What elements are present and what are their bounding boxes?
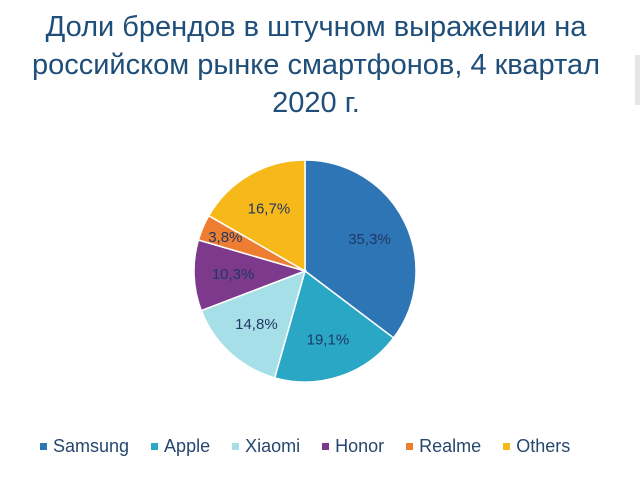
legend-item-xiaomi: Xiaomi: [232, 436, 300, 457]
legend-swatch-xiaomi: [232, 443, 240, 450]
chart-title: Доли брендов в штучном выражении на росс…: [0, 8, 632, 122]
title-line-1: Доли брендов в штучном выражении на: [45, 11, 587, 43]
data-label-others: 16,7%: [248, 201, 291, 218]
legend-swatch-apple: [151, 443, 159, 450]
legend-swatch-realme: [406, 443, 414, 450]
pie-slice-honor: [193, 239, 308, 312]
pie-slice-xiaomi: [200, 269, 307, 379]
legend-label-samsung: Samsung: [53, 436, 130, 456]
pie-slice-samsung: [304, 159, 417, 339]
legend-swatch-others: [503, 443, 511, 450]
pie-slice-apple: [273, 269, 395, 383]
data-label-realme: 3,8%: [208, 229, 242, 246]
legend-item-apple: Apple: [151, 436, 210, 457]
legend-label-realme: Realme: [419, 436, 482, 456]
title-line-3: 2020 г.: [272, 87, 360, 119]
legend-label-honor: Honor: [335, 436, 385, 456]
data-label-apple: 19,1%: [307, 331, 350, 348]
legend-item-samsung: Samsung: [40, 436, 129, 457]
legend-label-xiaomi: Xiaomi: [245, 436, 301, 456]
legend-swatch-honor: [322, 443, 330, 450]
title-line-2: российском рынке смартфонов, 4 квартал: [31, 49, 601, 81]
data-label-honor: 10,3%: [212, 266, 255, 283]
data-label-samsung: 35,3%: [348, 231, 391, 248]
chart-legend: Samsung Apple Xiaomi Honor Realme Others: [40, 436, 620, 457]
legend-item-honor: Honor: [322, 436, 384, 457]
legend-label-apple: Apple: [164, 436, 211, 456]
legend-item-others: Others: [503, 436, 570, 457]
legend-item-realme: Realme: [406, 436, 481, 457]
pie-slice-others: [207, 159, 306, 273]
legend-swatch-samsung: [40, 443, 47, 450]
data-label-xiaomi: 14,8%: [235, 316, 278, 333]
edge-scrollbar: [635, 55, 640, 105]
legend-label-others: Others: [516, 436, 571, 456]
